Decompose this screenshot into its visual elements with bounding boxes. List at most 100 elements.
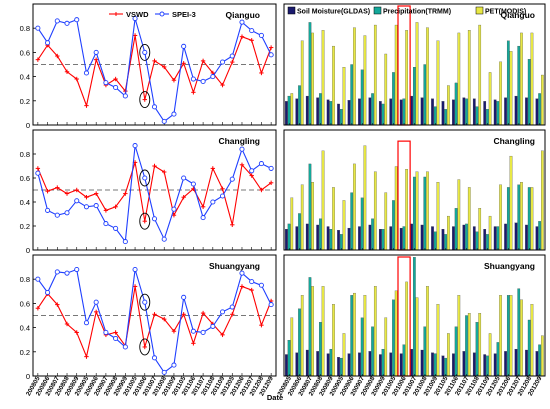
- bar-pet-modis: [384, 317, 388, 377]
- bar-precipitation-trmm: [298, 308, 301, 377]
- bar-pet-modis: [415, 22, 419, 126]
- bar-soil-moisture-gldas: [483, 229, 487, 251]
- bar-precipitation-trmm: [402, 98, 406, 126]
- bar-precipitation-trmm: [517, 184, 521, 251]
- highlight-ellipse: [139, 169, 151, 187]
- bar-soil-moisture-gldas: [316, 224, 320, 251]
- data-point-spei: [45, 40, 51, 46]
- data-point-spei: [93, 203, 99, 209]
- data-point-spei: [93, 299, 99, 305]
- bar-soil-moisture-gldas: [462, 97, 466, 126]
- data-point-spei: [258, 32, 264, 39]
- bar-soil-moisture-gldas: [410, 348, 413, 377]
- data-point-spei: [229, 176, 235, 182]
- bar-precipitation-trmm: [350, 192, 354, 251]
- bar-soil-moisture-gldas: [452, 99, 455, 126]
- bar-pet-modis: [457, 295, 461, 377]
- bar-precipitation-trmm: [308, 277, 312, 377]
- bar-precipitation-trmm: [506, 40, 510, 126]
- bar-soil-moisture-gldas: [326, 353, 330, 377]
- bar-precipitation-trmm: [423, 326, 427, 377]
- bar-soil-moisture-gldas: [504, 223, 507, 251]
- bar-soil-moisture-gldas: [441, 355, 445, 377]
- bar-pet-modis: [363, 35, 367, 126]
- bar-soil-moisture-gldas: [535, 226, 539, 251]
- bar-pet-modis: [363, 295, 367, 377]
- bar-precipitation-trmm: [402, 226, 406, 251]
- bar-soil-moisture-gldas: [535, 351, 539, 377]
- bar-pet-modis: [321, 30, 325, 126]
- bar-pet-modis: [426, 27, 429, 126]
- bar-pet-modis: [467, 30, 471, 126]
- bar-soil-moisture-gldas: [347, 353, 351, 377]
- bar-pet-modis: [499, 184, 502, 251]
- y-tick-label: 0.2: [20, 348, 30, 357]
- y-tick-label: 0.4: [20, 198, 30, 207]
- data-point-spei: [54, 269, 60, 275]
- data-point-spei: [200, 78, 206, 84]
- data-point-spei: [35, 276, 41, 282]
- data-point-spei: [93, 49, 99, 55]
- station-label: Changling: [218, 136, 260, 146]
- series-line-spei-3: [37, 145, 272, 244]
- highlight-ellipse: [139, 338, 151, 356]
- bar-pet-modis: [467, 187, 471, 251]
- line-panel-shuangyang: 0 0.2 0.4 0.6 0.8 Shuangyang: [20, 261, 276, 381]
- bar-precipitation-trmm: [444, 234, 447, 251]
- highlight-ellipse: [139, 43, 151, 61]
- bar-soil-moisture-gldas: [410, 223, 413, 251]
- bar-panel-frame: [283, 129, 546, 251]
- bar-pet-modis: [373, 24, 377, 126]
- data-point-spei: [113, 84, 119, 91]
- bar-soil-moisture-gldas: [452, 226, 455, 251]
- bar-pet-modis: [436, 182, 440, 251]
- data-point-spei: [45, 207, 51, 213]
- bar-precipitation-trmm: [423, 176, 427, 251]
- data-point-spei: [249, 28, 255, 34]
- bar-pet-modis: [488, 72, 492, 126]
- bar-soil-moisture-gldas: [368, 351, 372, 377]
- bar-pet-modis: [373, 286, 377, 377]
- bar-soil-moisture-gldas: [389, 352, 393, 377]
- data-point-spei: [200, 215, 206, 221]
- highlight-ellipse: [139, 293, 151, 311]
- y-tick-label: 0.6: [20, 48, 30, 57]
- bar-soil-moisture-gldas: [337, 103, 340, 126]
- bar-pet-modis: [436, 304, 440, 377]
- bar-precipitation-trmm: [308, 22, 312, 126]
- bar-precipitation-trmm: [465, 223, 468, 251]
- data-point-spei: [113, 335, 119, 342]
- bar-pet-modis: [478, 208, 482, 251]
- bar-precipitation-trmm: [527, 59, 531, 126]
- bar-pet-modis: [530, 304, 534, 377]
- bar-precipitation-trmm: [506, 187, 510, 251]
- bar-soil-moisture-gldas: [285, 101, 288, 126]
- legend-label: Soil Moisture(GLDAS): [297, 9, 370, 16]
- bar-soil-moisture-gldas: [472, 352, 476, 377]
- data-point-spei: [268, 52, 274, 58]
- bar-precipitation-trmm: [538, 344, 541, 377]
- bar-pet-modis: [342, 200, 346, 251]
- bar-precipitation-trmm: [454, 82, 458, 126]
- data-point-spei: [142, 299, 148, 305]
- data-point-spei: [122, 344, 128, 350]
- bar-precipitation-trmm: [413, 257, 416, 377]
- data-point-spei: [103, 80, 109, 86]
- legend-marker: [159, 11, 165, 17]
- bar-soil-moisture-gldas: [462, 224, 466, 251]
- data-point-spei: [219, 309, 226, 315]
- data-point-spei: [210, 199, 216, 205]
- bar-precipitation-trmm: [381, 348, 385, 377]
- data-point-spei: [181, 294, 187, 300]
- bar-precipitation-trmm: [496, 342, 500, 377]
- y-tick-label: 0.2: [20, 97, 30, 106]
- bar-pet-modis: [530, 187, 534, 251]
- bar-soil-moisture-gldas: [305, 95, 309, 126]
- data-point-spei: [258, 282, 264, 288]
- x-axis-title: Date: [267, 393, 283, 402]
- bar-precipitation-trmm: [475, 322, 479, 377]
- bar-precipitation-trmm: [527, 187, 531, 251]
- bar-soil-moisture-gldas: [431, 226, 434, 251]
- bar-precipitation-trmm: [392, 200, 395, 251]
